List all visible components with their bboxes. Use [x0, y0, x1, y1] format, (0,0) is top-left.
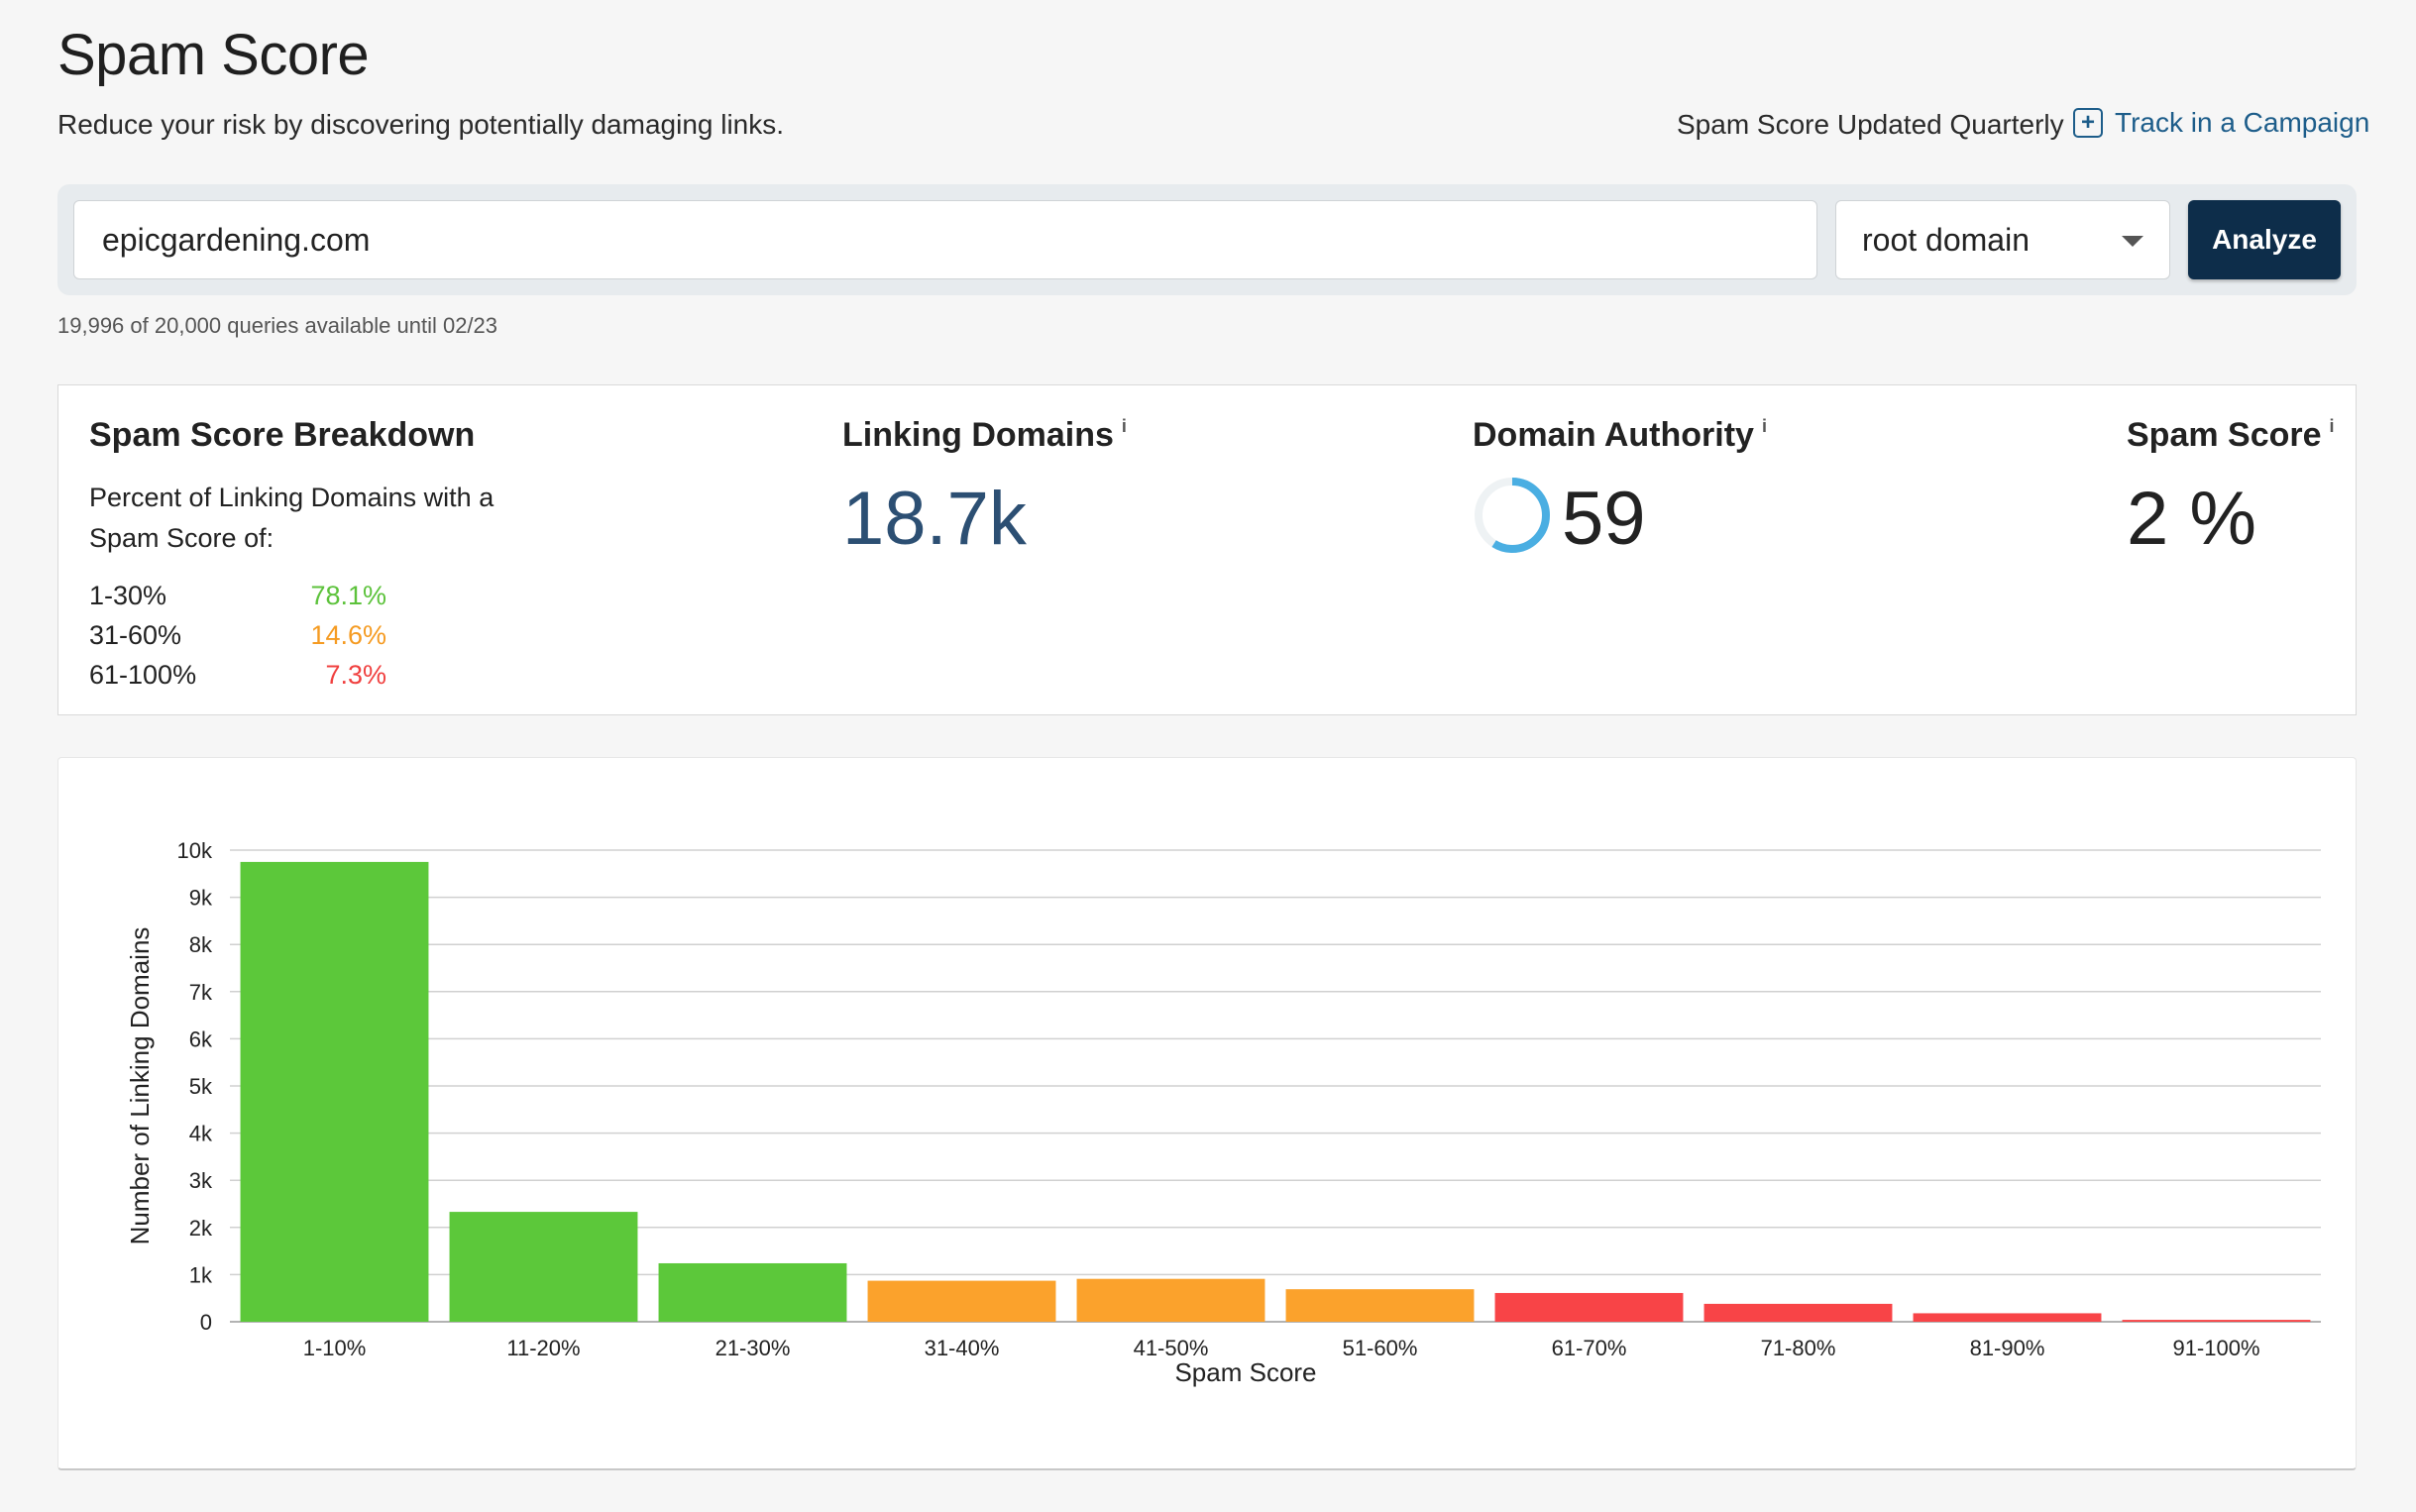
x-tick-label: 61-70%	[1552, 1336, 1627, 1360]
y-axis-title: Number of Linking Domains	[125, 927, 155, 1245]
y-tick-label: 3k	[189, 1168, 213, 1193]
breakdown-percent-mid: 14.6%	[310, 620, 386, 650]
track-in-campaign-label: Track in a Campaign	[2115, 107, 2370, 138]
query-quota-note: 19,996 of 20,000 queries available until…	[57, 313, 498, 338]
spam-score-value: 2 %	[2127, 477, 2256, 561]
page-title: Spam Score	[57, 23, 370, 87]
x-tick-label: 91-100%	[2172, 1336, 2259, 1360]
x-tick-label: 11-20%	[506, 1336, 580, 1360]
x-tick-label: 21-30%	[715, 1336, 791, 1360]
breakdown-range-mid: 31-60%	[89, 620, 182, 650]
chart-card	[57, 757, 2357, 1470]
linking-domains-label: Linking Domains i	[842, 416, 1127, 455]
bar	[449, 1212, 638, 1322]
bar	[1494, 1292, 1684, 1322]
scope-select-value: root domain	[1862, 221, 2030, 258]
domain-authority-ring	[1475, 478, 1550, 553]
x-tick-label: 81-90%	[1970, 1336, 2045, 1360]
y-tick-label: 2k	[189, 1216, 213, 1241]
y-tick-label: 10k	[177, 838, 213, 863]
spam-score-label: Spam Score i	[2127, 416, 2335, 455]
y-tick-label: 9k	[189, 886, 213, 911]
info-icon[interactable]: i	[2329, 416, 2335, 436]
spam-score-label-text: Spam Score	[2127, 416, 2322, 454]
bar	[2122, 1320, 2311, 1322]
breakdown-percent-high: 7.3%	[325, 660, 386, 690]
breakdown-description: Percent of Linking Domains with a Spam S…	[89, 483, 494, 553]
x-axis-title: Spam Score	[1174, 1357, 1316, 1387]
metrics-card	[57, 384, 2357, 715]
linking-domains-value: 18.7k	[842, 477, 1027, 561]
info-icon[interactable]: i	[1761, 416, 1767, 436]
update-frequency-note: Spam Score Updated Quarterly	[1677, 109, 2064, 140]
domain-input[interactable]: epicgardening.com	[73, 200, 1817, 279]
plus-square-icon: +	[2073, 108, 2103, 138]
domain-authority-label-text: Domain Authority	[1473, 416, 1754, 454]
x-tick-label: 1-10%	[303, 1336, 367, 1360]
y-tick-label: 0	[200, 1310, 212, 1335]
y-tick-label: 7k	[189, 980, 213, 1005]
bar	[1076, 1278, 1265, 1322]
bar	[240, 861, 429, 1322]
domain-authority-label: Domain Authority i	[1473, 416, 1767, 455]
y-tick-label: 1k	[189, 1262, 213, 1287]
domain-authority-value: 59	[1562, 477, 1646, 561]
y-tick-label: 6k	[189, 1026, 213, 1051]
analyze-button[interactable]: Analyze	[2188, 200, 2341, 279]
bar	[1703, 1303, 1893, 1322]
bar	[1913, 1313, 2102, 1322]
breakdown-percent-low: 78.1%	[310, 581, 386, 610]
da-ring-arc	[1475, 478, 1550, 553]
bar	[1285, 1289, 1475, 1322]
y-tick-label: 5k	[189, 1074, 213, 1099]
linking-domains-label-text: Linking Domains	[842, 416, 1114, 454]
x-tick-label: 41-50%	[1134, 1336, 1209, 1360]
caret-down-icon	[2122, 236, 2143, 247]
x-tick-label: 71-80%	[1761, 1336, 1836, 1360]
breakdown-range-high: 61-100%	[89, 660, 197, 690]
y-tick-label: 4k	[189, 1122, 213, 1146]
info-icon[interactable]: i	[1121, 416, 1127, 436]
track-in-campaign-link[interactable]: + Track in a Campaign	[2073, 107, 2369, 139]
scope-select[interactable]: root domain	[1835, 200, 2170, 279]
breakdown-title: Spam Score Breakdown	[89, 416, 476, 454]
bar	[658, 1262, 847, 1322]
x-tick-label: 31-40%	[925, 1336, 1000, 1360]
x-tick-label: 51-60%	[1343, 1336, 1418, 1360]
page-subtitle: Reduce your risk by discovering potentia…	[57, 109, 785, 140]
breakdown-range-low: 1-30%	[89, 581, 167, 610]
y-tick-label: 8k	[189, 932, 213, 957]
bar	[867, 1280, 1056, 1322]
